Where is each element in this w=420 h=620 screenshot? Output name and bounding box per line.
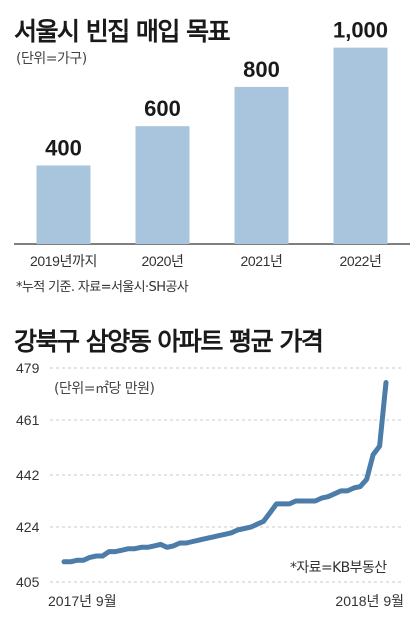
x-tick-label-end: 2018년 9월 [335,593,404,609]
y-tick-label: 479 [16,360,40,376]
bar [135,126,190,244]
y-tick-label: 405 [16,574,40,590]
bar [36,165,91,244]
bar [333,47,388,244]
bar-value-label: 800 [243,57,280,82]
bar-category-label: 2020년 [141,253,183,269]
bar-chart-unit: (단위=가구) [16,51,87,67]
line-chart-source: *자료=KB부동산 [290,560,387,576]
bar-chart: 400 2019년까지 600 2020년 800 2021년 1,000 2022년 [14,18,410,269]
bar-value-label: 600 [144,96,181,121]
line-chart-unit: (단위=㎡당 만원) [54,378,155,398]
bar-chart-title: 서울시 빈집 매입 목표 [14,17,231,46]
price-line [61,380,389,565]
y-tick-label: 424 [16,519,40,535]
bar-chart-note: *누적 기준. 자료=서울시·SH공사 [16,280,189,295]
y-tick-label: 461 [16,412,40,428]
bar [234,86,289,244]
bar-category-label: 2022년 [339,253,381,269]
y-tick-label: 442 [16,467,40,483]
x-tick-label-start: 2017년 9월 [48,593,117,609]
bar-category-label: 2021년 [240,253,282,269]
bar-category-label: 2019년까지 [30,253,97,269]
bar-value-label: 400 [45,135,82,160]
bar-value-label: 1,000 [333,18,388,43]
line-chart-title: 강북구 삼양동 아파트 평균 가격 [14,327,324,356]
